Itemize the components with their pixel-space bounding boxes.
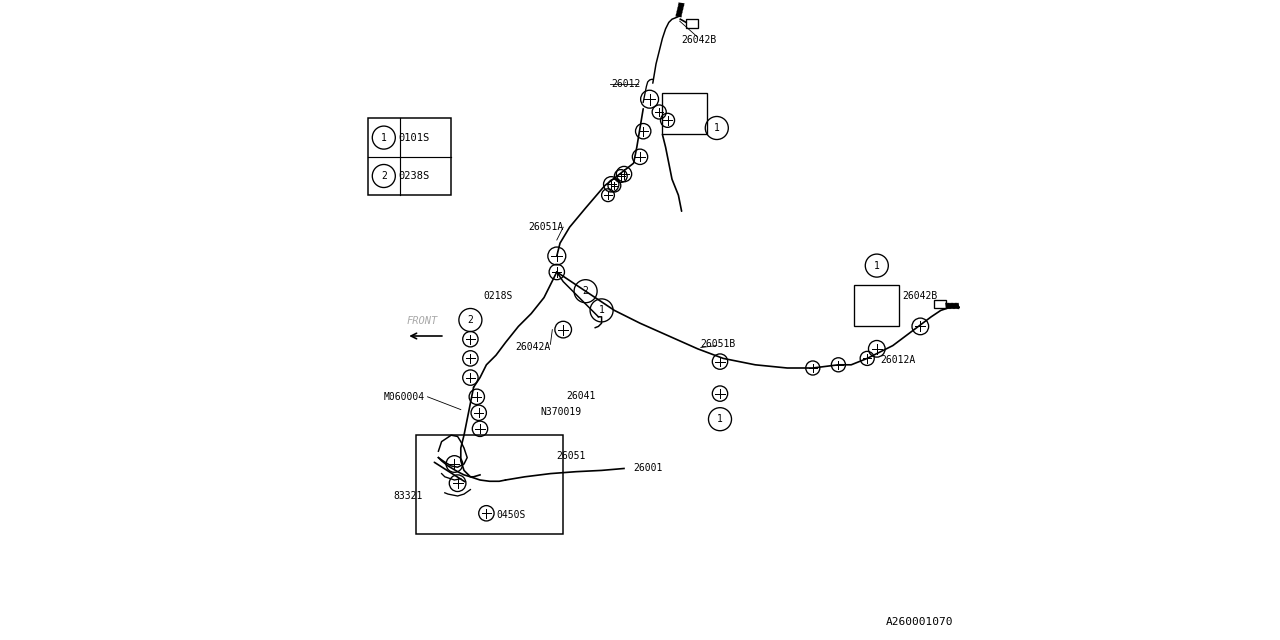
- Text: 26041: 26041: [566, 390, 595, 401]
- Text: 26012A: 26012A: [881, 355, 915, 365]
- Bar: [855, 285, 900, 326]
- Text: 0218S: 0218S: [484, 291, 512, 301]
- Text: 0450S: 0450S: [497, 510, 525, 520]
- Text: 26051B: 26051B: [701, 339, 736, 349]
- Text: 26012: 26012: [612, 79, 640, 90]
- Text: 26042B: 26042B: [902, 291, 938, 301]
- Text: 26051A: 26051A: [529, 222, 563, 232]
- Text: 26042A: 26042A: [516, 342, 550, 352]
- Text: 1: 1: [717, 414, 723, 424]
- Text: 2: 2: [381, 171, 387, 181]
- FancyArrowPatch shape: [434, 462, 465, 482]
- Text: 26051: 26051: [557, 451, 586, 461]
- Bar: [663, 93, 708, 134]
- Text: 1: 1: [714, 123, 719, 133]
- Text: FRONT: FRONT: [407, 316, 438, 326]
- Text: 1: 1: [599, 305, 604, 316]
- Text: A260001070: A260001070: [886, 617, 954, 627]
- Text: 0238S: 0238S: [398, 171, 429, 181]
- Text: 2: 2: [467, 315, 474, 325]
- Bar: [934, 300, 946, 308]
- Bar: [369, 118, 452, 195]
- Bar: [686, 19, 698, 28]
- Text: 0101S: 0101S: [398, 132, 429, 143]
- Text: 2: 2: [582, 286, 589, 296]
- Text: M060004: M060004: [384, 392, 425, 402]
- Bar: [416, 435, 563, 534]
- Text: 1: 1: [381, 132, 387, 143]
- Text: N370019: N370019: [540, 406, 582, 417]
- Text: 26001: 26001: [634, 463, 663, 474]
- Text: 83321: 83321: [394, 491, 422, 501]
- Text: 1: 1: [874, 260, 879, 271]
- Text: 26042B: 26042B: [681, 35, 717, 45]
